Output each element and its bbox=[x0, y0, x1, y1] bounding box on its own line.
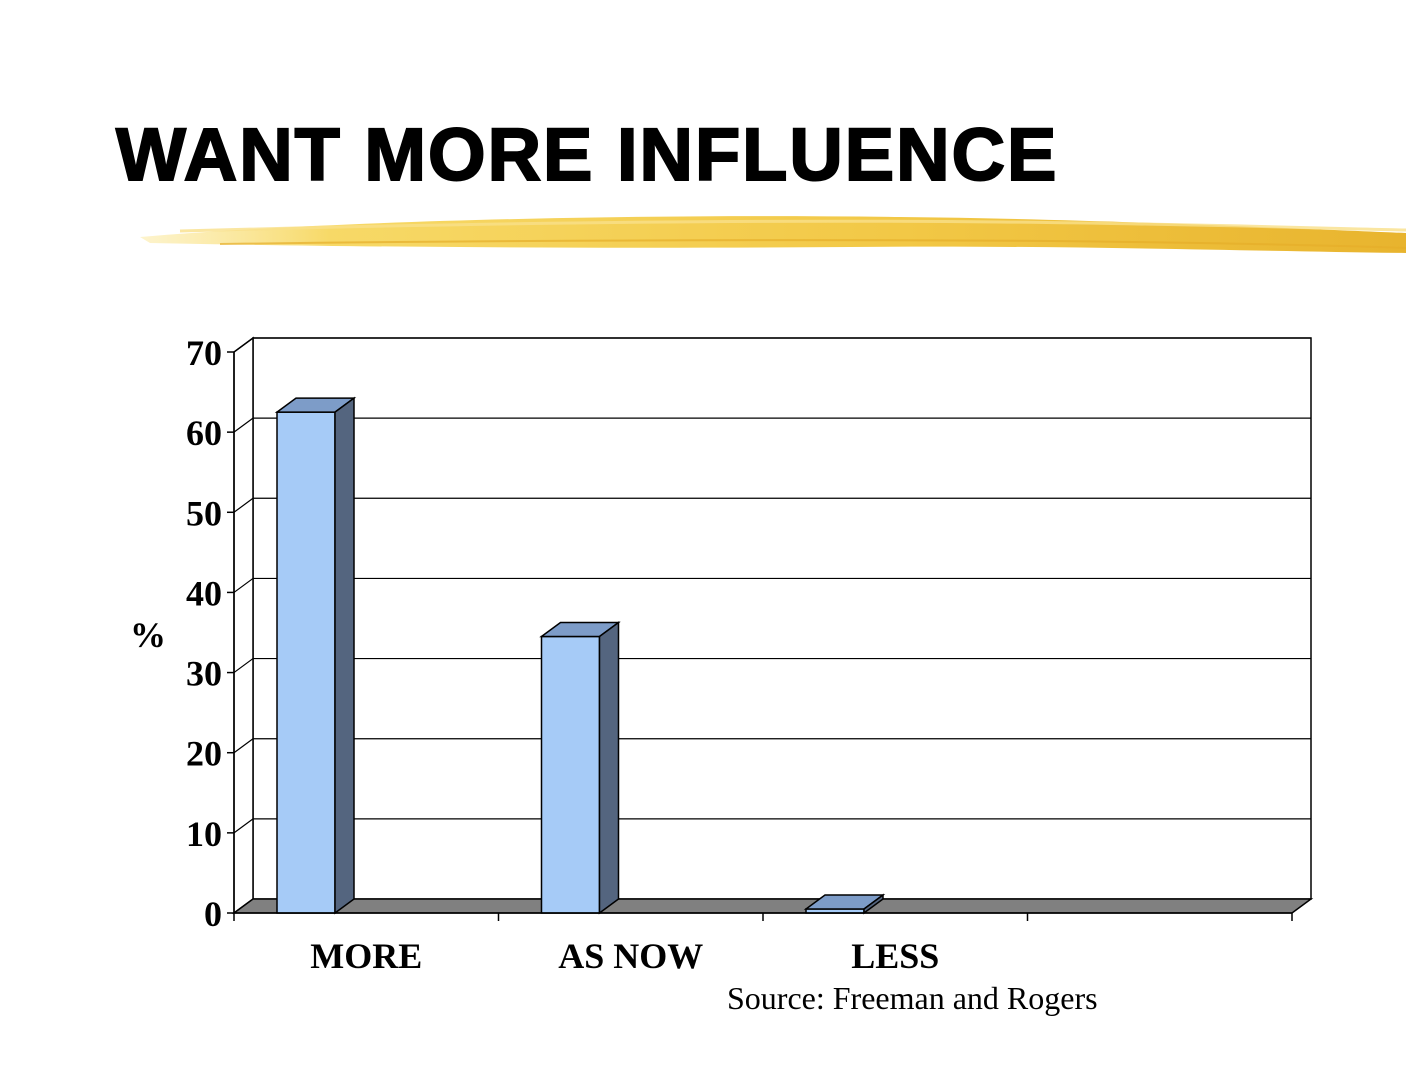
slide-title: WANT MORE INFLUENCE bbox=[115, 113, 1059, 196]
gridline bbox=[233, 657, 1311, 674]
bar-front bbox=[540, 635, 601, 914]
plot-back-wall bbox=[252, 337, 1312, 900]
y-tick-label: 30 bbox=[186, 654, 222, 694]
source-note: Source: Freeman and Rogers bbox=[727, 980, 1098, 1016]
gridline bbox=[233, 738, 1311, 754]
y-tick-label: 50 bbox=[186, 493, 222, 533]
bar-front bbox=[276, 411, 336, 914]
gridline bbox=[233, 818, 1311, 834]
brush-stroke-divider bbox=[140, 216, 1406, 253]
x-tick-label: AS NOW bbox=[558, 936, 703, 976]
y-axis-label: % bbox=[130, 615, 166, 655]
gridline bbox=[233, 337, 1311, 353]
y-tick-label: 60 bbox=[186, 413, 222, 453]
gridline bbox=[233, 417, 1311, 433]
y-tick-label: 10 bbox=[186, 814, 222, 854]
plot-side-wall bbox=[233, 336, 254, 915]
y-tick-label: 0 bbox=[204, 894, 222, 934]
x-tick-label: MORE bbox=[310, 936, 422, 976]
gridline bbox=[233, 497, 1311, 513]
x-tick-label: LESS bbox=[851, 936, 939, 976]
y-tick-label: 40 bbox=[186, 573, 222, 613]
gridline bbox=[233, 577, 1311, 593]
y-tick-label: 20 bbox=[186, 734, 222, 774]
bar-side bbox=[863, 893, 884, 915]
bar-side bbox=[334, 396, 355, 915]
bar-side bbox=[598, 621, 620, 915]
y-tick-label: 70 bbox=[186, 333, 222, 373]
chart-floor bbox=[231, 898, 1314, 914]
